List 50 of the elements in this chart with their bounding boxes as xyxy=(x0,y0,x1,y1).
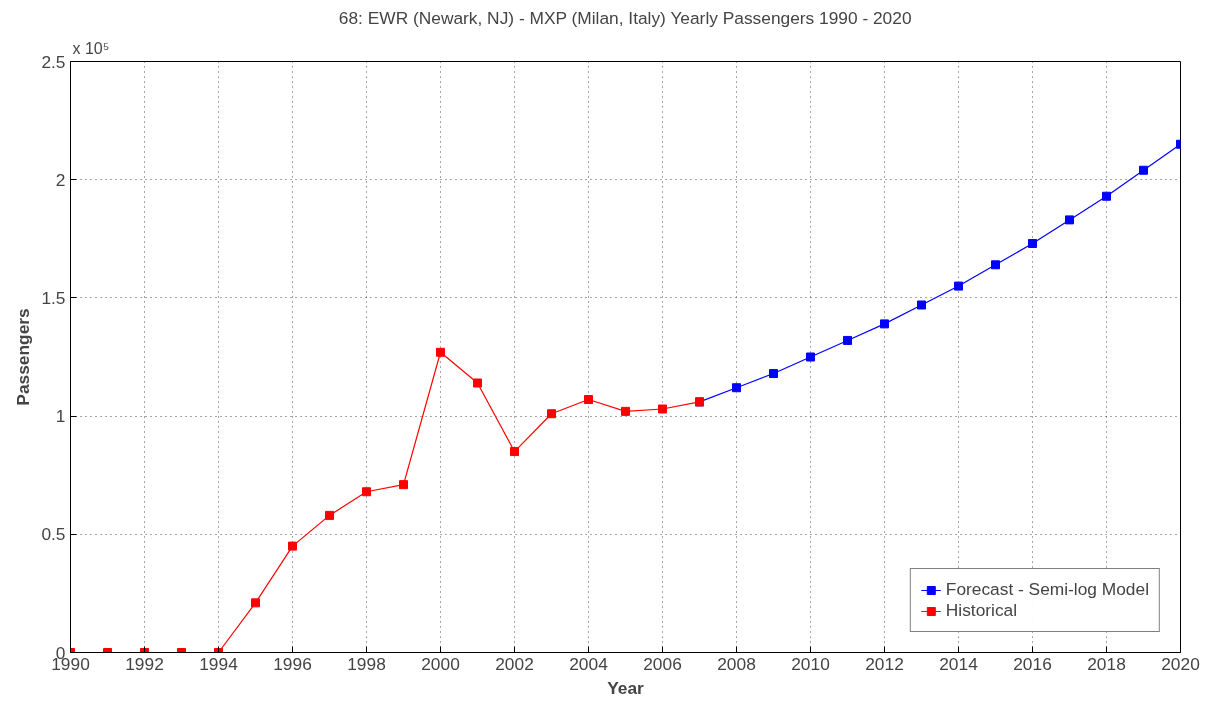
legend-label: Historical xyxy=(945,600,1018,621)
x-axis-title: Year xyxy=(607,677,645,698)
y-tick-label: 1.5 xyxy=(41,287,66,308)
x-tick-label: 2002 xyxy=(495,653,534,674)
y-axis-title: Passengers xyxy=(13,308,34,406)
y-tick-label: 1 xyxy=(55,406,66,427)
x-tick-label: 1996 xyxy=(273,653,312,674)
point xyxy=(769,369,778,379)
y-tick-label: 0.5 xyxy=(41,524,66,545)
x-tick-label: 2000 xyxy=(421,653,460,674)
point xyxy=(1102,191,1111,201)
x-tick-label: 2018 xyxy=(1087,653,1126,674)
point xyxy=(510,447,519,457)
point xyxy=(954,281,963,291)
x-tick-label: 1992 xyxy=(125,653,164,674)
x-tick-label: 1998 xyxy=(347,653,386,674)
point xyxy=(806,352,815,362)
x-tick-label: 2014 xyxy=(939,653,979,674)
point xyxy=(399,480,408,490)
y-tick-label: 2 xyxy=(55,169,66,190)
y-tick-label: 2.5 xyxy=(41,51,66,72)
x-tick-label: 2012 xyxy=(865,653,904,674)
x-tick-label: 2016 xyxy=(1013,653,1052,674)
point xyxy=(325,510,334,520)
point xyxy=(251,598,260,608)
point xyxy=(584,395,593,405)
point xyxy=(991,260,1000,270)
point xyxy=(547,409,556,419)
legend-label: Forecast - Semi-log Model xyxy=(945,579,1149,600)
chart-title: 68: EWR (Newark, NJ) - MXP (Milan, Italy) Yearly Passengers 1990 - 2020 xyxy=(338,7,912,28)
point xyxy=(1065,215,1074,225)
x-tick-label: 2020 xyxy=(1161,653,1200,674)
point xyxy=(621,406,630,416)
point xyxy=(1028,239,1037,249)
point xyxy=(732,383,741,393)
x-tick-label: 2006 xyxy=(643,653,682,674)
point xyxy=(658,404,667,414)
x-tick-label: 1994 xyxy=(199,653,239,674)
point xyxy=(362,487,371,497)
point xyxy=(880,319,889,329)
point xyxy=(917,300,926,310)
text: x 10⁵ xyxy=(72,39,110,57)
point xyxy=(843,335,852,345)
point xyxy=(473,378,482,388)
x-tick-label: 2004 xyxy=(569,653,609,674)
x-tick-label: 2008 xyxy=(717,653,756,674)
x-tick-label: 2010 xyxy=(791,653,830,674)
point xyxy=(288,541,297,551)
point xyxy=(436,347,445,357)
point xyxy=(1139,165,1148,175)
